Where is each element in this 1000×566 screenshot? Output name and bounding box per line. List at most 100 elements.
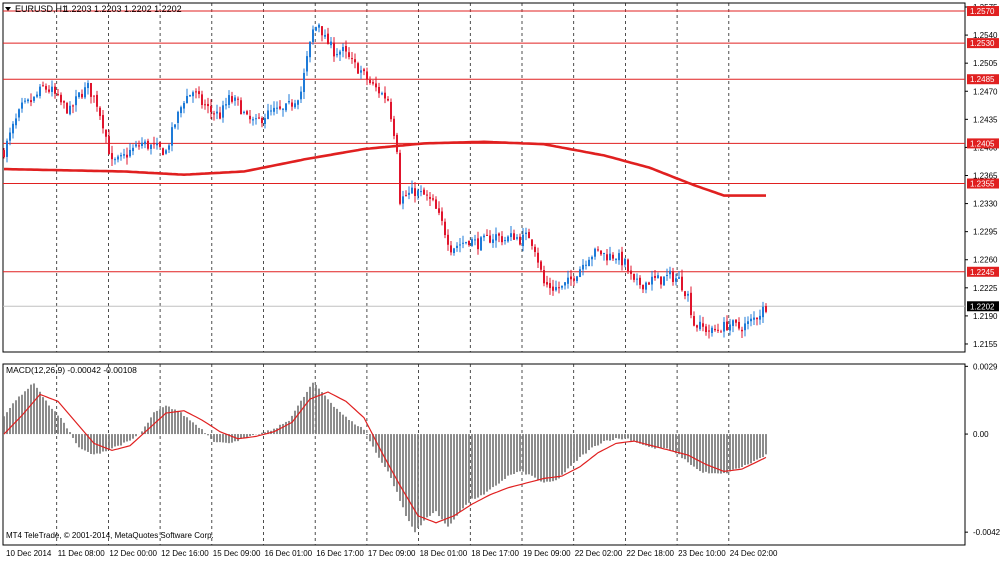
candle xyxy=(489,230,491,244)
y-tick-label: 1.2540 xyxy=(973,31,998,40)
candle xyxy=(417,188,419,200)
candle xyxy=(18,108,20,122)
candle xyxy=(648,281,650,285)
current-price-label: 1.2202 xyxy=(970,302,995,311)
candle xyxy=(315,26,317,32)
candle xyxy=(381,91,383,96)
candle xyxy=(123,148,125,159)
level-price-label: 1.2355 xyxy=(970,180,995,189)
candle xyxy=(765,303,767,314)
candle xyxy=(579,266,581,278)
copyright-text: MT4 TeleTrade, © 2001-2014, MetaQuotes S… xyxy=(6,531,214,540)
candle xyxy=(48,85,50,94)
candle xyxy=(39,84,41,99)
candle xyxy=(201,90,203,109)
candle xyxy=(339,49,341,61)
moving-average-line xyxy=(4,140,766,197)
candle xyxy=(147,138,149,151)
candle xyxy=(624,257,626,268)
candle xyxy=(312,25,314,45)
candle xyxy=(255,113,257,125)
candle xyxy=(321,26,323,42)
candle xyxy=(396,132,398,155)
candle xyxy=(429,191,431,206)
candle xyxy=(387,96,389,102)
candle xyxy=(195,88,197,99)
candle xyxy=(627,258,629,274)
y-tick-label: 1.2225 xyxy=(973,284,998,293)
candle xyxy=(555,280,557,292)
candle xyxy=(108,129,110,155)
candle xyxy=(282,107,284,117)
candle xyxy=(306,50,308,76)
candle xyxy=(204,99,206,110)
candle xyxy=(723,317,725,338)
candle xyxy=(231,91,233,104)
candle xyxy=(9,127,11,146)
candle xyxy=(219,106,221,120)
candle xyxy=(600,250,602,256)
candle xyxy=(273,101,275,116)
candle xyxy=(180,105,182,118)
price-panel-frame xyxy=(2,2,966,353)
candle xyxy=(453,247,455,256)
candle xyxy=(660,276,662,289)
candle xyxy=(252,116,254,126)
candle xyxy=(168,143,170,153)
candle xyxy=(630,265,632,280)
candle xyxy=(369,76,371,85)
candle xyxy=(675,273,677,286)
candle xyxy=(471,237,473,247)
macd-y-tick-label: 0.0029 xyxy=(973,362,998,371)
level-price-tag xyxy=(967,38,999,49)
candle xyxy=(138,140,140,150)
candle xyxy=(3,147,5,159)
candle xyxy=(546,275,548,288)
candle xyxy=(738,317,740,331)
x-tick-label: 10 Dec 2014 xyxy=(6,549,52,558)
candle xyxy=(690,286,692,319)
candle xyxy=(513,229,515,240)
candle xyxy=(606,249,608,266)
candle xyxy=(222,100,224,123)
candle xyxy=(318,23,320,33)
candle xyxy=(666,268,668,281)
candle xyxy=(129,143,131,158)
candle xyxy=(423,187,425,195)
candle xyxy=(558,281,560,294)
candle xyxy=(45,83,47,93)
candle xyxy=(711,325,713,337)
y-tick-label: 1.2365 xyxy=(973,171,998,180)
candle xyxy=(504,236,506,245)
candle xyxy=(732,319,734,333)
level-price-tag xyxy=(967,266,999,277)
candle xyxy=(399,149,401,206)
candle xyxy=(468,240,470,247)
candle xyxy=(99,106,101,121)
candle xyxy=(747,316,749,330)
symbol-dropdown-icon[interactable] xyxy=(5,7,11,11)
candle xyxy=(75,89,77,112)
candle xyxy=(588,256,590,267)
candle xyxy=(60,92,62,106)
candle xyxy=(309,41,311,63)
candle xyxy=(477,231,479,255)
candle xyxy=(693,311,695,327)
candle xyxy=(246,109,248,116)
candle xyxy=(126,147,128,165)
level-price-label: 1.2405 xyxy=(970,139,995,148)
candle xyxy=(762,301,764,323)
candle xyxy=(615,257,617,264)
candle xyxy=(114,157,116,165)
candle xyxy=(132,144,134,156)
candle xyxy=(756,316,758,326)
y-tick-label: 1.2190 xyxy=(973,312,998,321)
candle xyxy=(684,290,686,300)
macd-y-tick-label: 0.00 xyxy=(973,430,989,439)
y-tick-label: 1.2155 xyxy=(973,340,998,349)
candle xyxy=(543,265,545,287)
candle xyxy=(228,90,230,109)
candle xyxy=(465,241,467,245)
